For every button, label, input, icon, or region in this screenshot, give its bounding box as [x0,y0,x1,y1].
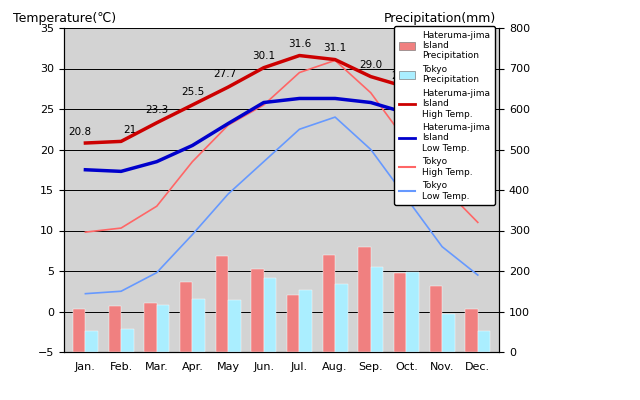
Bar [216,256,228,352]
Text: 31.1: 31.1 [323,43,347,53]
Text: 27.7: 27.7 [391,71,415,81]
Text: 23.3: 23.3 [145,105,168,115]
Text: 27.7: 27.7 [213,69,236,79]
Bar [180,282,193,352]
Bar [85,331,98,352]
Text: 21: 21 [124,125,136,135]
Bar [358,247,371,352]
Legend: Hateruma-jima
Island
Precipitation, Tokyo
Precipitation, Hateruma-jima
Island
Hi: Hateruma-jima Island Precipitation, Toky… [394,26,495,205]
Bar [465,309,478,352]
Text: 25.5: 25.5 [180,87,204,97]
Bar [73,309,85,352]
Bar [157,305,169,352]
Bar [109,306,121,352]
Text: 31.6: 31.6 [288,39,311,49]
Text: 30.1: 30.1 [252,51,275,61]
Bar [264,278,276,352]
Text: Temperature(℃): Temperature(℃) [13,12,116,25]
Bar [144,302,157,352]
Bar [335,284,348,352]
Bar [371,267,383,352]
Bar [406,272,419,352]
Bar [429,286,442,352]
Text: 29.0: 29.0 [359,60,382,70]
Bar [478,331,490,352]
Bar [252,269,264,352]
Bar [193,299,205,352]
Bar [228,300,241,352]
Bar [442,314,454,352]
Text: Precipitation(mm): Precipitation(mm) [384,12,496,25]
Bar [394,273,406,352]
Bar [287,295,300,352]
Text: 25: 25 [435,92,449,102]
Bar [121,329,134,352]
Bar [323,255,335,352]
Text: 20.8: 20.8 [68,126,92,136]
Bar [300,290,312,352]
Text: 22: 22 [475,117,488,127]
